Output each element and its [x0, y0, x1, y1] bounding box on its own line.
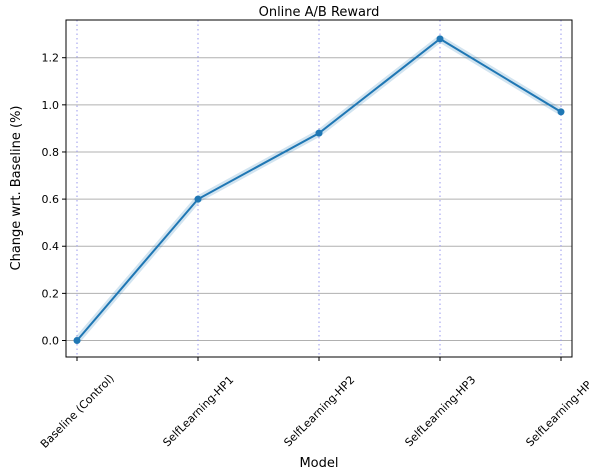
y-tick-label: 1.2 [42, 52, 60, 65]
x-tick-label: SelfLearning-HP2 [281, 373, 357, 449]
y-tick-label: 0.0 [42, 335, 60, 348]
point [557, 108, 565, 116]
y-tick-label: 0.6 [42, 193, 60, 206]
y-tick-label: 0.8 [42, 146, 60, 159]
y-axis-label: Change wrt. Baseline (%) [9, 106, 24, 271]
point [436, 35, 444, 43]
y-tick-label: 1.0 [42, 99, 60, 112]
y-tick-label: 0.2 [42, 287, 60, 300]
x-tick-label: SelfLearning-HP3 [402, 373, 478, 449]
point [315, 129, 323, 137]
x-axis-label: Model [299, 456, 338, 471]
x-tick-label: SelfLearning-HP1 [160, 373, 236, 449]
y-tick-label: 0.4 [42, 240, 60, 253]
x-tick-label: Baseline (Control) [38, 372, 117, 451]
plot-frame [65, 19, 573, 358]
point [194, 195, 202, 203]
chart-title: Online A/B Reward [259, 5, 380, 20]
point [73, 337, 81, 345]
x-tick-label: SelfLearning-HP4 [523, 373, 589, 449]
